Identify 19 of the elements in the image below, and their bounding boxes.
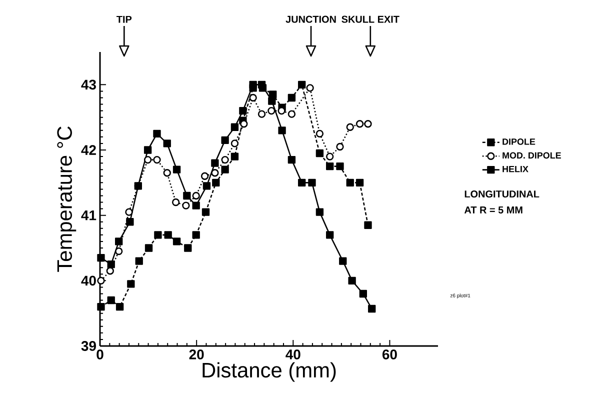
y-tick-label: 41: [81, 210, 96, 220]
y-tick-label: 39: [81, 341, 96, 351]
x-axis-title: Distance (mm): [202, 362, 336, 382]
ref-line-label: JUNCTION: [286, 16, 336, 23]
x-tick-label: 40: [286, 350, 300, 360]
y-tick-label: 40: [81, 276, 96, 286]
x-tick-label: 20: [189, 350, 204, 360]
text: AT R = 5 MM: [464, 206, 522, 214]
y-tick-label: 43: [81, 80, 96, 90]
x-tick-label: 60: [382, 350, 397, 360]
legend-label: MOD. DIPOLE: [502, 152, 561, 159]
x-tick-label: 0: [96, 350, 104, 360]
text: LONGITUDINAL: [464, 190, 540, 198]
ref-line-label: SKULL EXIT: [342, 16, 400, 23]
y-axis-title: Temperature °C: [57, 126, 76, 272]
ref-line-label: TIP: [116, 16, 132, 23]
legend-label: DIPOLE: [502, 138, 536, 145]
legend-label: HELIX: [502, 166, 528, 172]
y-tick-label: 42: [81, 145, 96, 155]
